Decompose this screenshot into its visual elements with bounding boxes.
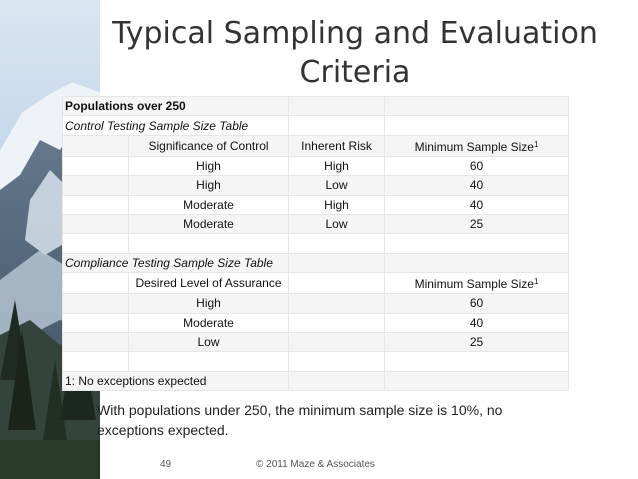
table-cell: Moderate	[127, 194, 290, 215]
table-header-row: Desired Level of Assurance Minimum Sampl…	[62, 272, 570, 295]
table-row: Compliance Testing Sample Size Table	[61, 252, 570, 274]
control-table-title: Control Testing Sample Size Table	[61, 115, 290, 136]
table-cell: 25	[384, 213, 570, 235]
small-population-note: With populations under 250, the minimum …	[97, 402, 503, 438]
footnote-marker: 1	[533, 277, 539, 287]
column-header: Significance of Control	[127, 134, 290, 157]
column-header: Inherent Risk	[288, 134, 386, 157]
footnote-marker: 1	[533, 139, 539, 149]
table-cell: High	[288, 155, 386, 177]
table-header-row: Significance of Control Inherent Risk Mi…	[62, 134, 570, 157]
table-cell: Low	[127, 331, 290, 353]
table-cell: High	[127, 175, 290, 196]
column-header: Minimum Sample Size1	[384, 134, 570, 157]
page-number: 49	[160, 459, 172, 470]
table-cell: 40	[384, 312, 570, 333]
table-row: Moderate Low 25	[62, 213, 570, 235]
sampling-criteria-table: Populations over 250 Control Testing Sam…	[61, 95, 570, 392]
table-cell: High	[127, 155, 290, 177]
slide-title: Typical Sampling and Evaluation Criteria	[112, 16, 598, 90]
table-cell: 60	[384, 293, 570, 314]
compliance-table-title: Compliance Testing Sample Size Table	[61, 252, 290, 274]
table-row: Moderate High 40	[62, 194, 570, 215]
table-row: High High 60	[62, 155, 570, 177]
table-row: Populations over 250	[61, 95, 570, 117]
table-cell: Low	[288, 175, 386, 196]
table-cell: 60	[384, 155, 570, 177]
table-row-empty	[62, 351, 570, 372]
table-cell: Moderate	[127, 312, 290, 333]
table-row: High 60	[62, 293, 570, 314]
table-row: Moderate 40	[62, 312, 570, 333]
table-cell: Low	[288, 213, 386, 235]
populations-heading: Populations over 250	[61, 95, 290, 117]
table-cell: 25	[384, 331, 570, 353]
table-cell: 40	[384, 194, 570, 215]
table-row-empty	[62, 233, 570, 254]
table-cell: High	[288, 194, 386, 215]
footnote: 1: No exceptions expected	[61, 370, 290, 392]
copyright-notice: © 2011 Maze & Associates	[256, 459, 375, 470]
table-row: 1: No exceptions expected	[61, 370, 570, 392]
table-cell: High	[127, 293, 290, 314]
table-cell: Moderate	[127, 213, 290, 235]
column-header: Minimum Sample Size1	[384, 272, 570, 295]
table-row: High Low 40	[62, 175, 570, 196]
table-cell: 40	[384, 175, 570, 196]
column-header: Desired Level of Assurance	[127, 272, 290, 295]
table-row: Low 25	[62, 331, 570, 353]
table-row: Control Testing Sample Size Table	[61, 115, 570, 136]
